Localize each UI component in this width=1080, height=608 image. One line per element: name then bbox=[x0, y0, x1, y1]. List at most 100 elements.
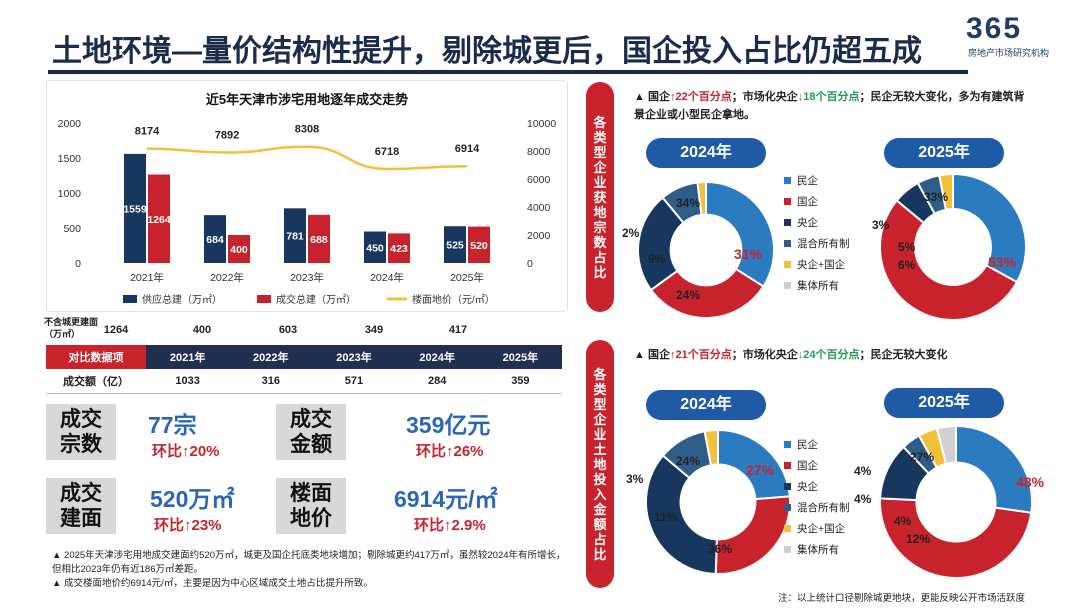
kpi-label: 建面 bbox=[60, 507, 102, 530]
kpi-label: 地价 bbox=[290, 507, 332, 530]
legend-label: 国企 bbox=[797, 460, 818, 472]
excl-value: 1264 bbox=[103, 324, 129, 336]
kpi-value: 359亿元 bbox=[406, 412, 491, 438]
kpi-label: 金额 bbox=[290, 433, 332, 456]
donut-slice bbox=[717, 428, 791, 501]
table-row: 成交额（亿） 1033 316 571 284 359 bbox=[46, 369, 562, 394]
donut-slice bbox=[938, 172, 954, 211]
desc-text: ；市场化央企 bbox=[731, 91, 798, 103]
legend-label: 供应总建（万㎡） bbox=[142, 293, 222, 306]
bar-deal bbox=[388, 233, 410, 263]
excl-value: 417 bbox=[448, 324, 468, 336]
table-header-cell: 2022年 bbox=[229, 345, 313, 369]
side-label-char: 企 bbox=[593, 159, 607, 175]
kpi-change: 环比↑23% bbox=[154, 517, 222, 534]
donut-label: 27% bbox=[910, 450, 935, 464]
legend-swatch bbox=[784, 462, 791, 469]
bar-supply bbox=[444, 226, 466, 263]
y-tick-label: 0 bbox=[75, 258, 81, 270]
legend-label: 混合所有制 bbox=[797, 502, 850, 514]
donut-chart-2024-count bbox=[637, 180, 775, 319]
donut-label: 4% bbox=[854, 464, 872, 478]
side-label-char: 占 bbox=[593, 249, 607, 265]
side-label-char: 各 bbox=[593, 114, 607, 130]
side-label-char: 地 bbox=[593, 204, 607, 220]
table-cell: 成交额（亿） bbox=[46, 369, 146, 394]
kpi-label: 成交 bbox=[60, 408, 102, 431]
bar-supply-label: 525 bbox=[446, 240, 464, 252]
kpi-change: 环比↑20% bbox=[152, 443, 220, 460]
legend-item: 央企+国企 bbox=[784, 254, 850, 275]
side-label-char: 比 bbox=[593, 546, 607, 562]
desc-down: ↓18个百分点 bbox=[797, 91, 860, 103]
desc-text: ；民企无较大变化 bbox=[859, 349, 948, 361]
price-label: 8308 bbox=[295, 124, 319, 136]
legend-item: 国企 bbox=[784, 455, 850, 476]
legend-swatch bbox=[784, 483, 791, 490]
donut-label: 9% bbox=[648, 252, 666, 266]
side-label-char: 企 bbox=[593, 411, 607, 427]
donut-label: 33% bbox=[924, 190, 949, 204]
donut-slice bbox=[879, 497, 1033, 579]
bar-supply bbox=[124, 153, 146, 263]
x-tick-label: 2022年 bbox=[210, 271, 244, 284]
year-pill-2025: 2025年 bbox=[884, 388, 1004, 418]
bar-deal-label: 688 bbox=[310, 234, 328, 246]
bar-deal-label: 1264 bbox=[147, 214, 171, 226]
side-label-char: 地 bbox=[593, 456, 607, 472]
desc-text: ；民企无较大变化，多为有建筑背景企业或小型民企拿地。 bbox=[634, 91, 1025, 121]
legend-item: 混合所有制 bbox=[784, 497, 850, 518]
donut-label: 5% bbox=[898, 240, 916, 254]
side-label-char: 占 bbox=[593, 531, 607, 547]
donut-label: 27% bbox=[746, 462, 775, 478]
x-tick-label: 2021年 bbox=[130, 271, 164, 284]
price-label: 8174 bbox=[135, 126, 160, 138]
x-tick-label: 2023年 bbox=[290, 271, 324, 284]
legend-label: 成交总建（万㎡） bbox=[276, 293, 356, 306]
y-tick-label: 2000 bbox=[58, 118, 82, 130]
side-label-char: 业 bbox=[593, 426, 607, 442]
kpi-change: 环比↑2.9% bbox=[414, 517, 486, 534]
side-label-char: 投 bbox=[593, 471, 607, 487]
table-header-row: 对比数据项 2021年 2022年 2023年 2024年 2025年 bbox=[46, 345, 562, 369]
side-label-char: 类 bbox=[593, 129, 607, 145]
donut-slice bbox=[696, 180, 707, 217]
donut-chart-2024-amount bbox=[645, 428, 791, 575]
table-header-cell: 2021年 bbox=[146, 345, 230, 369]
table-header-cell: 2024年 bbox=[395, 345, 479, 369]
legend-label: 央企+国企 bbox=[797, 259, 846, 271]
legend-label: 混合所有制 bbox=[797, 238, 850, 250]
kpi-label: 宗数 bbox=[60, 433, 102, 456]
year-pill-2025: 2025年 bbox=[884, 138, 1004, 168]
title-bar: 土地环境—量价结构性提升，剔除城更后，国企投入占比仍超五成 365 房地产市场研… bbox=[0, 0, 1080, 80]
bar-supply bbox=[364, 231, 386, 263]
donut-slice bbox=[955, 424, 1033, 514]
donut-label: 53% bbox=[988, 254, 1017, 270]
brand-logo: 365 房地产市场研究机构 bbox=[966, 12, 1062, 58]
table-cell: 1033 bbox=[146, 369, 230, 394]
legend-label: 国企 bbox=[797, 196, 818, 208]
legend-swatch bbox=[784, 282, 791, 289]
legend-swatch bbox=[784, 261, 791, 268]
kpi-label: 成交 bbox=[290, 408, 332, 431]
legend-item: 混合所有制 bbox=[784, 233, 850, 254]
year-pill-2024: 2024年 bbox=[646, 390, 766, 420]
side-label-char: 比 bbox=[593, 264, 607, 280]
bar-supply-label: 781 bbox=[286, 231, 304, 243]
y-tick-label: 1000 bbox=[58, 188, 82, 200]
desc-text: ▲ 国企 bbox=[634, 349, 670, 361]
price-label: 7892 bbox=[215, 130, 239, 142]
bar-supply bbox=[204, 215, 226, 263]
donut-label: 3% bbox=[872, 218, 890, 232]
legend-label: 集体所有 bbox=[797, 544, 839, 556]
price-line bbox=[146, 145, 468, 171]
year-pill-2024: 2024年 bbox=[646, 138, 766, 168]
y2-tick-label: 2000 bbox=[527, 230, 551, 242]
side-label-amount-share: 各类型企业土地投入金额占比 bbox=[586, 340, 614, 588]
table-header-cell: 对比数据项 bbox=[46, 345, 146, 369]
bar-deal-label: 520 bbox=[470, 240, 488, 252]
legend-swatch bbox=[784, 198, 791, 205]
page-title: 土地环境—量价结构性提升，剔除城更后，国企投入占比仍超五成 bbox=[52, 35, 922, 68]
legend-item: 集体所有 bbox=[784, 539, 850, 560]
chart-title: 近5年天津市涉宅用地逐年成交走势 bbox=[205, 92, 409, 107]
